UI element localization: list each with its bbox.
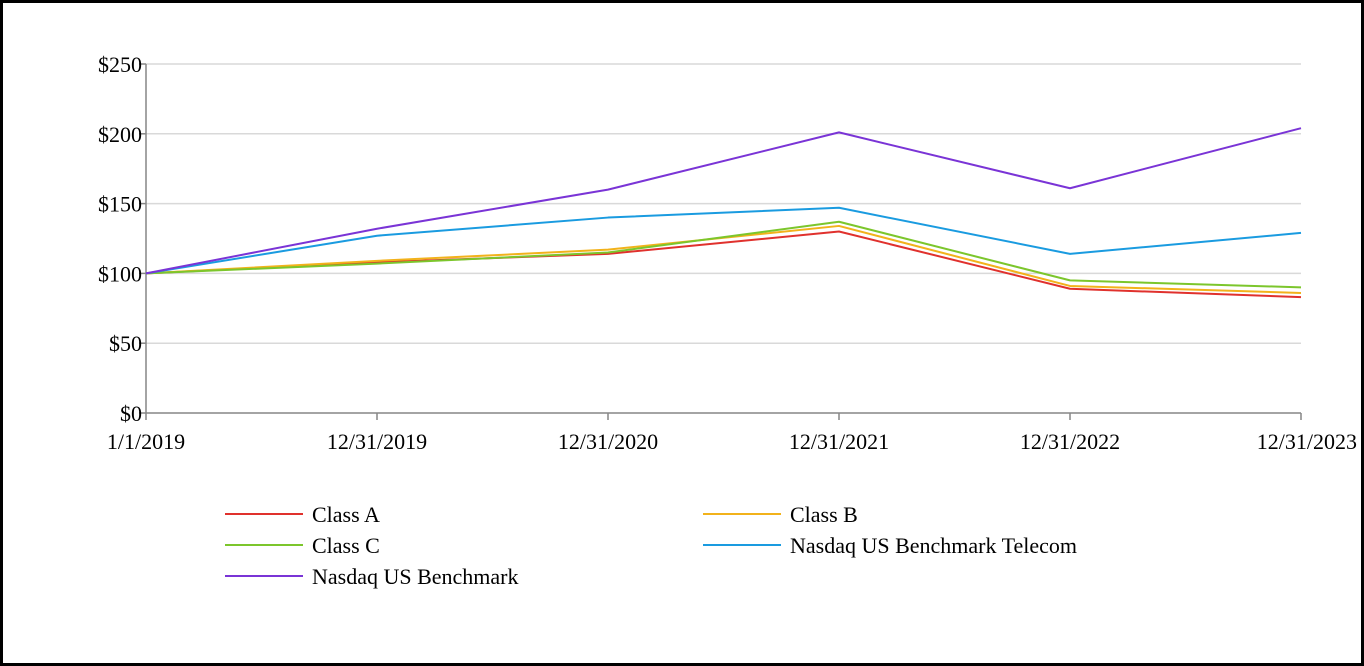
y-tick-label: $200 — [98, 122, 142, 147]
legend-label: Nasdaq US Benchmark Telecom — [790, 533, 1077, 558]
legend-item: Class A — [225, 502, 380, 527]
legend-label: Class C — [312, 533, 380, 558]
legend-item: Class B — [703, 502, 858, 527]
legend-label: Class A — [312, 502, 380, 527]
y-tick-label: $250 — [98, 52, 142, 77]
y-tick-label: $150 — [98, 192, 142, 217]
y-tick-label: $50 — [109, 331, 142, 356]
series-line-nasdaq-us-benchmark-telecom — [145, 206, 1302, 275]
legend-label: Class B — [790, 502, 858, 527]
series-line-class-a — [145, 230, 1302, 299]
tick-labels: $0 $50 $100 $150 $200 $250 1/1/2019 12/31/2019 1… — [98, 52, 1357, 454]
y-tick-label: $100 — [98, 261, 142, 286]
series-lines — [145, 127, 1302, 299]
x-tick-label: 12/31/2019 — [327, 429, 427, 454]
x-tick-label: 12/31/2022 — [1020, 429, 1120, 454]
gridlines — [146, 63, 1301, 344]
axes — [139, 63, 1302, 420]
x-tick-label: 1/1/2019 — [107, 429, 185, 454]
x-tick-label: 12/31/2023 — [1257, 429, 1357, 454]
legend-item: Class C — [225, 533, 380, 558]
legend: Class A Class B Class C Nasdaq US Benchmark… — [225, 502, 1077, 589]
line-chart: $0 $50 $100 $150 $200 $250 1/1/2019 12/31/2019 1… — [98, 52, 1357, 589]
series-line-class-c — [145, 220, 1302, 289]
series-line-nasdaq-us-benchmark — [145, 127, 1302, 275]
legend-item: Nasdaq US Benchmark Telecom — [703, 533, 1077, 558]
x-tick-label: 12/31/2020 — [558, 429, 658, 454]
legend-item: Nasdaq US Benchmark — [225, 564, 519, 589]
x-tick-label: 12/31/2021 — [789, 429, 889, 454]
y-tick-label: $0 — [120, 401, 142, 426]
legend-label: Nasdaq US Benchmark — [312, 564, 519, 589]
